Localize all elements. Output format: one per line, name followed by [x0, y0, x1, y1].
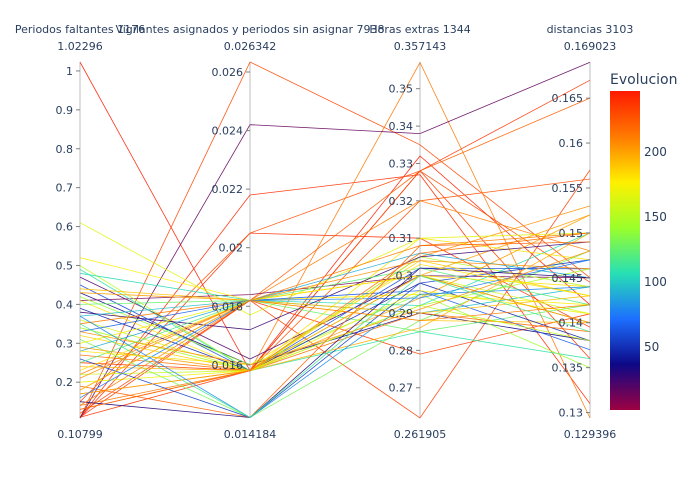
axis-tick-label: 0.145 — [552, 272, 584, 285]
axis-title: Periodos faltantes 1176 — [15, 23, 145, 36]
colorbar-title: Evolucion — [610, 72, 677, 88]
axis-range-max: 1.02296 — [57, 40, 103, 53]
axis-range-min: 0.129396 — [564, 428, 617, 441]
axis-tick-label: 1 — [66, 65, 73, 78]
data-line-0 — [79, 61, 591, 372]
data-line-52 — [79, 259, 591, 399]
data-line-13 — [79, 200, 591, 375]
data-line-57 — [79, 275, 591, 418]
axis-range-min: 0.261905 — [394, 428, 447, 441]
axis-tick-label: 0.9 — [56, 104, 74, 117]
axis-tick-label: 0.026 — [212, 66, 244, 79]
axis-tick-label: 0.3 — [396, 270, 414, 283]
axes-layer: Periodos faltantes 1176 1.02296 0.10799 0.2… — [15, 23, 634, 441]
axis-tick-label: 0.024 — [212, 125, 244, 138]
axis-tick-label: 0.27 — [389, 382, 414, 395]
axis-tick-label: 0.29 — [389, 307, 414, 320]
data-line-39 — [79, 214, 591, 372]
data-line-41 — [79, 312, 591, 372]
axis-3: distancias 3103 0.169023 0.129396 0.13 0.135… — [547, 23, 634, 441]
data-line-42 — [79, 259, 591, 418]
data-line-49 — [79, 241, 591, 418]
data-line-6 — [79, 170, 591, 402]
data-line-46 — [79, 305, 591, 375]
axis-tick-label: 0.016 — [212, 359, 244, 372]
data-line-1 — [79, 61, 591, 419]
axis-tick-label: 0.5 — [56, 259, 74, 272]
axis-tick-label: 0.28 — [389, 344, 414, 357]
data-line-55 — [79, 232, 591, 410]
axis-tick-label: 0.4 — [56, 298, 74, 311]
colorbar-tick-label: 50 — [644, 340, 659, 354]
axis-tick-label: 0.022 — [212, 183, 244, 196]
colorbar-tick-label: 150 — [644, 210, 667, 224]
data-line-37 — [79, 250, 591, 418]
axis-tick-label: 0.018 — [212, 300, 244, 313]
data-line-2 — [79, 174, 591, 419]
data-line-53 — [79, 267, 591, 418]
data-line-45 — [79, 275, 591, 371]
axis-range-max: 0.357143 — [394, 40, 447, 53]
axis-0: Periodos faltantes 1176 1.02296 0.10799 0.2… — [15, 23, 145, 441]
axis-range-min: 0.10799 — [57, 428, 103, 441]
colorbar-tick-label: 100 — [644, 275, 667, 289]
axis-tick-label: 0.7 — [56, 182, 74, 195]
axis-title: Vigilantes asignados y periodos sin asig… — [115, 23, 384, 36]
data-line-22 — [79, 232, 591, 306]
axis-tick-label: 0.3 — [56, 337, 74, 350]
axis-tick-label: 0.8 — [56, 143, 74, 156]
axis-tick-label: 0.15 — [559, 227, 584, 240]
data-line-40 — [79, 252, 591, 352]
data-line-51 — [79, 275, 591, 395]
axis-1: Vigilantes asignados y periodos sin asig… — [115, 23, 384, 441]
data-line-11 — [79, 61, 591, 419]
axis-tick-label: 0.02 — [219, 242, 244, 255]
axis-range-min: 0.014184 — [224, 428, 277, 441]
axis-tick-label: 0.2 — [56, 376, 74, 389]
axis-range-max: 0.169023 — [564, 40, 617, 53]
axis-title: distancias 3103 — [547, 23, 634, 36]
data-line-23 — [79, 267, 591, 372]
data-line-47 — [79, 260, 591, 379]
colorbar-tick-label: 200 — [644, 145, 667, 159]
data-line-54 — [79, 299, 591, 406]
axis-tick-label: 0.34 — [389, 120, 414, 133]
colorbar: Evolucion 50 100 150 200 — [610, 72, 677, 410]
axis-tick-label: 0.35 — [389, 83, 414, 96]
data-line-26 — [79, 293, 591, 369]
axis-tick-label: 0.31 — [389, 232, 414, 245]
data-line-58 — [79, 250, 591, 366]
data-line-16 — [79, 292, 591, 366]
axis-tick-label: 0.16 — [559, 137, 584, 150]
axis-tick-label: 0.155 — [552, 182, 584, 195]
data-line-35 — [79, 290, 591, 351]
lines-layer — [79, 61, 591, 419]
data-line-5 — [79, 169, 591, 419]
data-line-33 — [79, 232, 591, 325]
axis-2: Horas extras 1344 0.357143 0.261905 0.27 0.2… — [369, 23, 470, 441]
data-line-50 — [79, 295, 591, 391]
axis-tick-label: 0.135 — [552, 362, 584, 375]
axis-title: Horas extras 1344 — [369, 23, 470, 36]
data-line-17 — [79, 275, 591, 301]
data-line-21 — [79, 269, 591, 372]
data-line-43 — [79, 267, 591, 364]
colorbar-gradient — [610, 91, 640, 410]
axis-tick-label: 0.165 — [552, 92, 584, 105]
axis-range-max: 0.026342 — [224, 40, 277, 53]
data-line-30 — [79, 241, 591, 331]
axis-tick-label: 0.33 — [389, 157, 414, 170]
axis-tick-label: 0.14 — [559, 317, 584, 330]
axis-tick-label: 0.6 — [56, 221, 74, 234]
data-line-59 — [79, 263, 591, 366]
axis-tick-label: 0.32 — [389, 195, 414, 208]
data-line-48 — [79, 290, 591, 383]
axis-tick-label: 0.13 — [559, 407, 584, 420]
data-line-56 — [79, 286, 591, 418]
